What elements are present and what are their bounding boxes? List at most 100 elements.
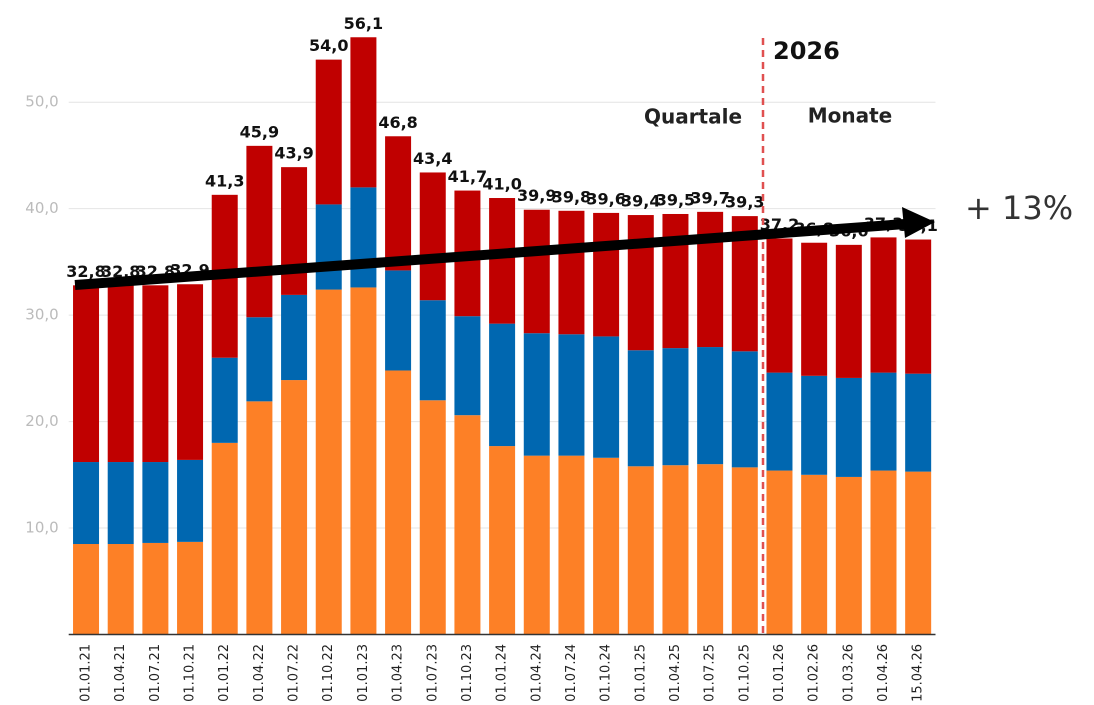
bar-segment — [73, 544, 100, 635]
bar-segment — [489, 198, 516, 324]
y-tick-label: 30,0 — [25, 306, 58, 324]
bar-segment — [454, 316, 481, 416]
x-tick-label: 01.07.23 — [425, 644, 440, 701]
bar-segment — [766, 372, 793, 471]
bar-segment — [142, 542, 169, 635]
x-tick-label: 15.04.26 — [911, 644, 926, 701]
bar-segment — [697, 211, 724, 348]
x-tick-label: 01.10.21 — [183, 644, 198, 701]
x-tick-label: 01.01.22 — [217, 644, 232, 701]
total-label: 41,3 — [205, 171, 244, 190]
bar-segment — [905, 239, 932, 374]
bar-segment — [142, 285, 169, 463]
bar-segment — [107, 285, 134, 463]
bar-segment — [593, 336, 620, 458]
x-tick-label: 01.03.26 — [841, 644, 856, 701]
x-tick-label: 01.07.21 — [148, 644, 163, 701]
bar-segment — [662, 213, 689, 349]
bar-segment — [593, 212, 620, 337]
bar-segment — [246, 145, 273, 318]
x-tick-label: 01.04.25 — [668, 644, 683, 701]
x-tick-label: 01.07.24 — [564, 644, 579, 701]
bar-segment — [627, 215, 654, 351]
bar-segment — [835, 377, 862, 477]
y-tick-label: 10,0 — [25, 519, 58, 537]
x-tick-label: 01.01.25 — [633, 644, 648, 701]
x-tick-label: 01.01.26 — [772, 644, 787, 701]
total-label: 39,4 — [621, 192, 660, 211]
bar-segment — [662, 465, 689, 635]
period-label: Quartale — [644, 105, 742, 129]
total-label: 46,8 — [378, 113, 417, 132]
bar-segment — [697, 464, 724, 635]
bar-segment — [385, 136, 412, 271]
arrow-head — [902, 207, 935, 238]
bar-segment — [835, 476, 862, 635]
bar-segment — [627, 466, 654, 635]
x-tick-label: 01.10.22 — [321, 644, 336, 701]
total-label: 39,7 — [690, 188, 729, 207]
total-label: 54,0 — [309, 36, 348, 55]
x-tick-label: 01.04.24 — [529, 644, 544, 701]
trend-arrow — [74, 219, 906, 290]
x-tick-label: 01.04.23 — [391, 644, 406, 701]
bar-segment — [281, 294, 308, 381]
bar-segment — [558, 210, 585, 335]
x-tick-label: 01.10.25 — [737, 644, 752, 701]
bar-segment — [731, 467, 758, 635]
total-label: 39,6 — [586, 189, 625, 208]
bar-segment — [523, 333, 550, 456]
total-label: 41,7 — [448, 167, 487, 186]
bar-segment — [177, 459, 204, 542]
total-label: 39,3 — [725, 193, 764, 212]
bar-segment — [523, 209, 550, 334]
period-label: Monate — [808, 104, 893, 128]
bar-segment — [350, 187, 377, 288]
x-tick-label: 01.04.21 — [113, 644, 128, 701]
bar-segment — [73, 462, 100, 545]
bar-segment — [107, 544, 134, 635]
y-tick-label: 40,0 — [25, 199, 58, 217]
bar-segment — [246, 401, 273, 635]
x-tick-label: 01.07.22 — [287, 644, 302, 701]
bar-segment — [766, 470, 793, 635]
bar-segment — [905, 373, 932, 472]
bar-segment — [211, 357, 238, 443]
year-label: 2026 — [773, 37, 840, 65]
bar-segment — [350, 287, 377, 635]
x-tick-label: 01.10.23 — [460, 644, 475, 701]
y-tick-label: 20,0 — [25, 412, 58, 430]
x-tick-label: 01.01.23 — [356, 644, 371, 701]
bar-segment — [385, 270, 412, 371]
bar-segment — [315, 59, 342, 205]
bar-segment — [246, 317, 273, 402]
bar-segment — [489, 446, 516, 635]
total-label: 43,9 — [274, 144, 313, 163]
bar-segment — [281, 167, 308, 295]
bar-segment — [107, 462, 134, 545]
bar-segment — [801, 375, 828, 475]
x-tick-label: 01.01.21 — [79, 644, 94, 701]
bar-segment — [73, 285, 100, 463]
x-tick-label: 01.10.24 — [599, 644, 614, 701]
total-label: 39,9 — [517, 186, 556, 205]
x-tick-label: 01.04.22 — [252, 644, 267, 701]
bar-segment — [801, 242, 828, 376]
bar-segment — [177, 541, 204, 635]
bar-segment — [870, 372, 897, 471]
x-tick-label: 01.04.26 — [876, 644, 891, 701]
bar-segment — [870, 237, 897, 373]
total-label: 45,9 — [240, 122, 279, 141]
total-label: 56,1 — [344, 14, 383, 33]
bar-segment — [662, 348, 689, 466]
total-label: 41,0 — [482, 175, 521, 194]
total-label: 43,4 — [413, 149, 452, 168]
bar-segment — [315, 289, 342, 635]
bar-segment — [905, 471, 932, 635]
bar-segment — [281, 380, 308, 635]
x-tick-label: 01.07.25 — [703, 644, 718, 701]
bar-segment — [385, 370, 412, 635]
bar-segment — [558, 334, 585, 456]
bar-segment — [870, 470, 897, 635]
